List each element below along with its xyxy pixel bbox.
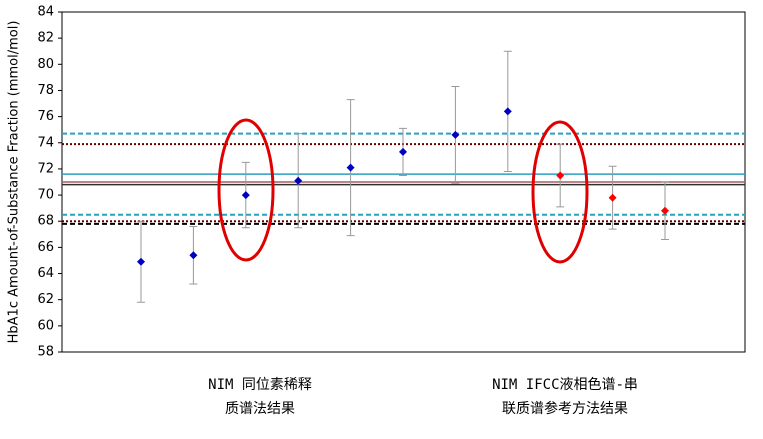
y-axis-label: HbA1c Amount-of-Substance Fraction (mmol… xyxy=(7,21,22,344)
group-label: 联质谱参考方法结果 xyxy=(502,400,628,417)
y-tick-label: 78 xyxy=(37,83,54,98)
point xyxy=(661,206,669,215)
group-label: NIM IFCC液相色谱-串 xyxy=(492,376,638,393)
y-tick-label: 70 xyxy=(37,188,54,203)
point xyxy=(556,171,565,180)
y-tick-label: 72 xyxy=(37,161,54,176)
y-tick-label: 68 xyxy=(37,214,54,229)
group-label: NIM 同位素稀释 xyxy=(208,377,312,393)
y-tick-label: 80 xyxy=(37,57,54,72)
y-tick-label: 64 xyxy=(37,266,54,281)
y-tick-label: 60 xyxy=(37,318,54,333)
highlight-ellipse xyxy=(531,120,589,264)
point xyxy=(241,191,250,200)
y-tick-label: 82 xyxy=(37,31,54,46)
point xyxy=(137,257,145,266)
point xyxy=(399,147,407,156)
point xyxy=(451,130,460,139)
y-tick-label: 76 xyxy=(37,109,54,124)
point xyxy=(189,251,198,260)
point xyxy=(503,107,512,116)
y-tick-label: 84 xyxy=(37,5,54,20)
y-tick-label: 74 xyxy=(37,135,54,150)
highlight-ellipse xyxy=(217,118,275,262)
y-tick-label: 62 xyxy=(37,292,54,307)
group-label: 质谱法结果 xyxy=(225,401,295,417)
point xyxy=(294,176,303,185)
y-tick-label: 58 xyxy=(37,345,54,360)
y-tick-label: 66 xyxy=(37,240,54,255)
point xyxy=(608,193,617,202)
point xyxy=(346,163,355,172)
